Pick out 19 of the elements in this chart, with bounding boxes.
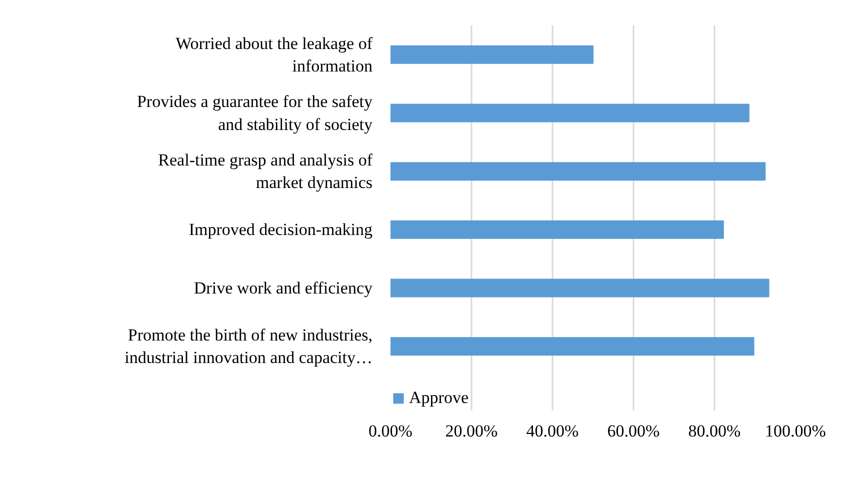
y-tick-label: Promote the birth of new industries, industrial innovation and capacity… [124,325,373,368]
y-tick-label: Drive work and efficiency [194,278,373,298]
bar [390,278,770,298]
x-tick-label: 100.00% [765,422,826,440]
y-tick-label: Provides a guarantee for the safety and stability of society [136,92,373,134]
bar [390,45,594,64]
bar [390,104,750,122]
bar [390,220,724,239]
y-tick-label: Worried about the leakage of information [176,34,373,76]
x-tick-label: 80.00% [688,422,741,440]
x-tick-label: 0.00% [368,422,412,440]
legend-label: Approve [409,388,468,408]
x-tick-label: 60.00% [607,422,660,440]
x-tick-label: 40.00% [526,422,579,440]
y-tick-label: Real-time grasp and analysis of market dynamics [158,150,373,192]
y-tick-label: Improved decision-making [188,220,373,240]
bar [390,162,766,181]
x-tick-label: 20.00% [445,422,498,440]
bar [390,337,754,356]
